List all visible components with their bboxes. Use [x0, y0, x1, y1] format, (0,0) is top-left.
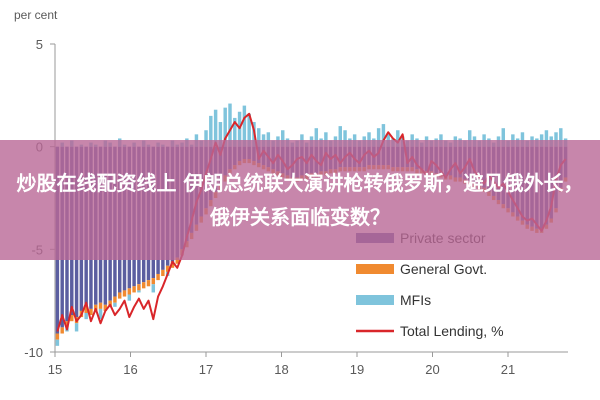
- bar-mfis: [554, 132, 558, 147]
- bar-mfis: [338, 126, 342, 147]
- bar-mfis: [218, 122, 223, 147]
- bar-mfis: [98, 308, 103, 320]
- bar-mfis: [343, 130, 347, 147]
- bar-mfis: [367, 132, 371, 147]
- bar-general-govt: [132, 286, 136, 293]
- bar-general-govt: [55, 333, 60, 340]
- bar-general-govt: [146, 280, 151, 287]
- overlay-banner: 炒股在线配资线上 伊朗总统联大演讲枪转俄罗斯，避见俄外长，俄伊关系面临变数？: [0, 140, 600, 260]
- bar-general-govt: [151, 278, 156, 285]
- bar-mfis: [520, 132, 525, 147]
- x-tick-label: 18: [274, 362, 288, 377]
- bar-mfis: [55, 339, 60, 346]
- bar-mfis: [544, 130, 549, 147]
- bar-mfis: [242, 105, 247, 147]
- bar-mfis: [84, 312, 88, 320]
- bar-general-govt: [170, 261, 175, 268]
- bar-general-govt: [113, 296, 117, 303]
- bar-mfis: [204, 130, 208, 147]
- x-tick-label: 19: [350, 362, 364, 377]
- bar-general-govt: [94, 304, 98, 311]
- bar-general-govt: [89, 308, 93, 316]
- bar-general-govt: [161, 269, 165, 277]
- x-tick-label: 16: [123, 362, 137, 377]
- bar-general-govt: [65, 321, 69, 328]
- bar-mfis: [233, 117, 237, 147]
- bar-general-govt: [141, 282, 146, 289]
- bar-mfis: [228, 103, 232, 147]
- bar-mfis: [213, 109, 218, 147]
- bar-general-govt: [137, 284, 141, 291]
- bar-general-govt: [108, 300, 112, 307]
- bar-mfis: [396, 130, 400, 147]
- bar-general-govt: [165, 265, 170, 272]
- overlay-title: 炒股在线配资线上 伊朗总统联大演讲枪转俄罗斯，避见俄外长，俄伊关系面临变数？: [16, 171, 584, 229]
- legend-label: General Govt.: [400, 261, 487, 277]
- bar-mfis: [223, 107, 227, 147]
- bar-mfis: [324, 132, 328, 147]
- y-tick-label: -10: [24, 345, 43, 360]
- bar-mfis: [74, 323, 79, 332]
- legend-swatch-general-govt: [356, 264, 394, 274]
- bar-general-govt: [60, 327, 64, 334]
- bar-mfis: [209, 115, 213, 147]
- bar-general-govt: [156, 273, 160, 281]
- bar-mfis: [559, 128, 563, 147]
- bar-mfis: [376, 128, 381, 147]
- y-axis-unit-label: per cent: [14, 8, 58, 22]
- bar-general-govt: [103, 304, 108, 311]
- bar-general-govt: [127, 288, 132, 295]
- bar-mfis: [247, 113, 251, 147]
- x-tick-label: 17: [199, 362, 213, 377]
- bar-mfis: [257, 128, 261, 147]
- bar-mfis: [151, 284, 156, 293]
- bar-mfis: [266, 132, 271, 147]
- legend-swatch-mfis: [356, 295, 394, 305]
- bar-mfis: [281, 130, 285, 147]
- bar-general-govt: [122, 290, 127, 297]
- x-tick-label: 20: [425, 362, 439, 377]
- bar-general-govt: [118, 292, 122, 299]
- bar-general-govt: [175, 257, 179, 264]
- bar-mfis: [113, 302, 117, 307]
- x-axis-ticks: 15 16 17 18 19 20 21: [48, 352, 515, 377]
- bar-mfis: [314, 128, 319, 147]
- x-tick-label: 15: [48, 362, 62, 377]
- bar-mfis: [127, 294, 132, 301]
- bar-general-govt: [98, 302, 103, 309]
- bar-mfis: [467, 130, 472, 147]
- bar-mfis: [501, 128, 505, 147]
- bar-mfis: [381, 124, 386, 147]
- bar-general-govt: [70, 315, 74, 322]
- legend-label: MFIs: [400, 292, 431, 308]
- legend-label: Total Lending, %: [400, 323, 504, 339]
- bar-mfis: [137, 290, 141, 293]
- bar-mfis: [237, 111, 242, 147]
- bar-general-govt: [84, 306, 88, 313]
- y-tick-label: 5: [36, 37, 43, 52]
- x-tick-label: 21: [501, 362, 515, 377]
